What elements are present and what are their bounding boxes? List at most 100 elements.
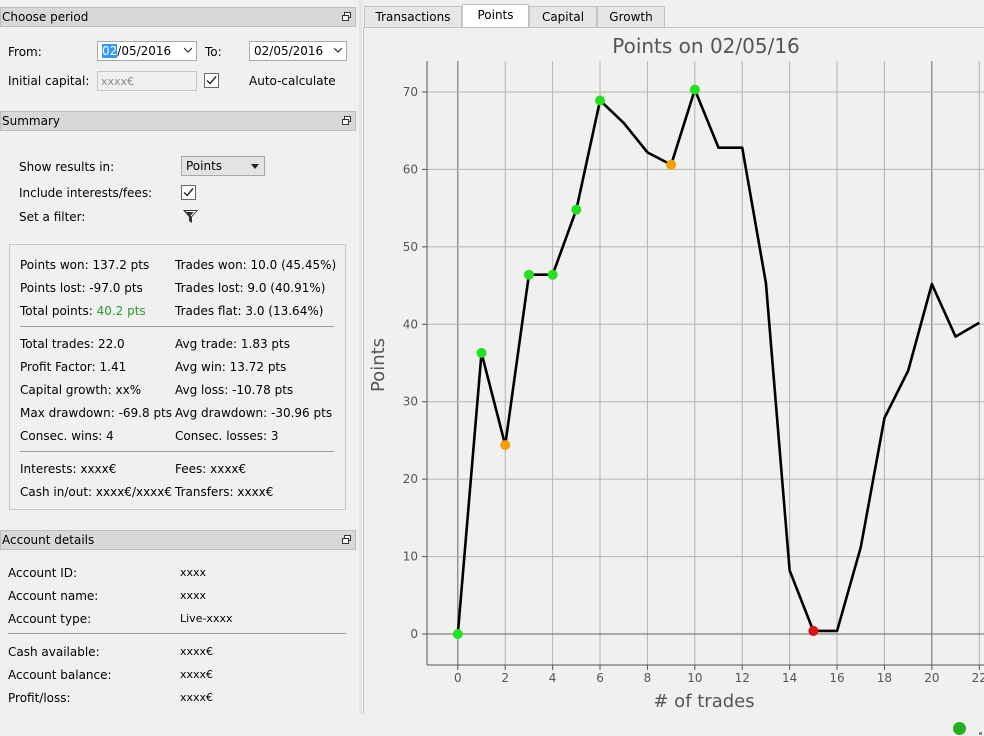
- divider: [20, 451, 334, 452]
- status-bar: [0, 714, 984, 736]
- summary-header: Summary: [0, 111, 356, 131]
- to-label: To:: [205, 45, 222, 59]
- account-name-label: Account name:: [8, 589, 99, 603]
- show-results-label: Show results in:: [19, 160, 115, 174]
- trade-marker: [547, 269, 558, 280]
- cash-available-label: Cash available:: [8, 645, 100, 659]
- stat-avg-drawdown: Avg drawdown: -30.96 pts: [175, 406, 333, 420]
- x-tick-label: 22: [972, 671, 984, 685]
- from-date-rest: /05/2016: [117, 44, 172, 58]
- filter-label: Set a filter:: [19, 210, 86, 224]
- trade-marker: [452, 629, 463, 640]
- stat-avg-trade: Avg trade: 1.83 pts: [175, 337, 290, 351]
- stat-interests: Interests: xxxx€: [20, 462, 117, 476]
- y-tick-label: 70: [403, 85, 418, 99]
- include-fees-label: Include interests/fees:: [19, 186, 153, 200]
- dropdown-arrow-icon: [251, 164, 259, 169]
- trade-marker: [500, 440, 511, 451]
- stat-fees: Fees: xxxx€: [175, 462, 247, 476]
- account-id-label: Account ID:: [8, 566, 78, 580]
- trade-marker: [571, 204, 582, 215]
- divider: [20, 326, 334, 327]
- stat-total-points-value: 40.2 pts: [96, 304, 146, 318]
- y-tick-label: 60: [403, 162, 418, 176]
- y-tick-label: 30: [403, 395, 418, 409]
- x-tick-label: 8: [644, 671, 652, 685]
- y-axis-label: Points: [368, 338, 389, 392]
- stat-trades-lost: Trades lost: 9.0 (40.91%): [175, 281, 326, 295]
- trade-marker: [808, 625, 819, 636]
- y-tick-label: 10: [403, 550, 418, 564]
- x-tick-label: 12: [735, 671, 750, 685]
- resize-grip-icon[interactable]: [979, 732, 982, 735]
- x-tick-label: 18: [877, 671, 892, 685]
- x-tick-label: 0: [454, 671, 462, 685]
- connection-status-icon: [953, 722, 966, 735]
- stat-points-won: Points won: 137.2 pts: [20, 258, 150, 272]
- x-tick-label: 6: [596, 671, 604, 685]
- y-tick-label: 20: [403, 472, 418, 486]
- stat-avg-loss: Avg loss: -10.78 pts: [175, 383, 294, 397]
- chart-panel: 0 2 4 6 8 10 12 14 16 18 20 22 0 10 20 30 40 50 60 70 Points…: [363, 27, 984, 714]
- stat-cash-inout: Cash in/out: xxxx€/xxxx€: [20, 485, 173, 499]
- x-tick-label: 10: [687, 671, 702, 685]
- checkmark-icon: [183, 188, 194, 197]
- x-tick-label: 4: [549, 671, 557, 685]
- x-tick-label: 20: [924, 671, 939, 685]
- stat-consec-wins: Consec. wins: 4: [20, 429, 114, 443]
- trade-marker: [476, 347, 487, 358]
- stat-consec-losses: Consec. losses: 3: [175, 429, 279, 443]
- auto-calculate-checkbox[interactable]: [204, 73, 219, 88]
- panel-splitter[interactable]: [359, 0, 362, 736]
- chart-title: Points on 02/05/16: [612, 34, 800, 58]
- trade-marker: [595, 95, 606, 106]
- stat-capital-growth: Capital growth: xx%: [20, 383, 142, 397]
- summary-stats-box: [9, 244, 346, 510]
- tab-growth[interactable]: Growth: [597, 6, 665, 27]
- tab-transactions[interactable]: Transactions: [364, 6, 462, 27]
- stat-avg-win: Avg win: 13.72 pts: [175, 360, 287, 374]
- stat-total-trades: Total trades: 22.0: [20, 337, 125, 351]
- initial-capital-field[interactable]: xxxx€: [97, 71, 197, 91]
- stat-total-points: Total points: 40.2 pts: [20, 304, 146, 318]
- from-date-selected: 02: [102, 44, 118, 58]
- account-details-header: Account details: [0, 530, 356, 550]
- trade-marker: [523, 269, 534, 280]
- initial-capital-value: xxxx€: [101, 75, 135, 88]
- tab-points[interactable]: Points: [462, 4, 529, 28]
- stat-trades-flat: Trades flat: 3.0 (13.64%): [175, 304, 324, 318]
- trade-marker: [689, 84, 700, 95]
- choose-period-title: Choose period: [2, 10, 89, 24]
- y-tick-label: 50: [403, 240, 418, 254]
- undock-icon[interactable]: [342, 12, 351, 21]
- x-axis-label: # of trades: [653, 691, 754, 712]
- undock-icon[interactable]: [342, 535, 351, 544]
- chevron-down-icon: [334, 47, 342, 53]
- stat-profit-factor: Profit Factor: 1.41: [20, 360, 127, 374]
- undock-icon[interactable]: [342, 116, 351, 125]
- show-results-value: Points: [186, 159, 223, 173]
- show-results-select[interactable]: Points: [181, 156, 265, 176]
- from-date-picker[interactable]: 02/05/2016: [97, 41, 197, 61]
- x-tick-label: 2: [501, 671, 509, 685]
- to-date-value: 02/05/2016: [254, 44, 324, 58]
- tab-capital[interactable]: Capital: [529, 6, 597, 27]
- filter-funnel-icon[interactable]: [182, 208, 199, 225]
- summary-title: Summary: [2, 114, 60, 128]
- include-fees-checkbox[interactable]: [181, 185, 196, 200]
- profit-loss-label: Profit/loss:: [8, 691, 71, 705]
- stat-max-drawdown: Max drawdown: -69.8 pts: [20, 406, 173, 420]
- checkmark-icon: [206, 76, 217, 85]
- trade-marker: [666, 159, 677, 170]
- profit-loss-value: xxxx€: [180, 691, 214, 704]
- cash-available-value: xxxx€: [180, 645, 214, 658]
- initial-capital-label: Initial capital:: [8, 74, 90, 88]
- stat-total-points-label: Total points:: [20, 304, 97, 318]
- choose-period-header: Choose period: [0, 7, 356, 27]
- to-date-picker[interactable]: 02/05/2016: [249, 41, 347, 61]
- points-series-line: [456, 88, 980, 635]
- stat-points-lost: Points lost: -97.0 pts: [20, 281, 143, 295]
- from-label: From:: [8, 45, 42, 59]
- auto-calculate-label: Auto-calculate: [249, 74, 336, 88]
- account-balance-label: Account balance:: [8, 668, 112, 682]
